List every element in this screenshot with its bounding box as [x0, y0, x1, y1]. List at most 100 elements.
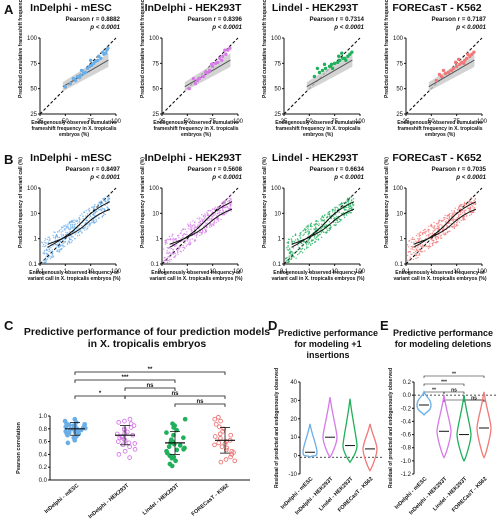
data-point: [46, 249, 48, 251]
pearson-r: Pearson r = 0.8396: [154, 16, 242, 24]
data-point: [88, 223, 90, 226]
data-point: [195, 78, 200, 83]
data-point: [232, 458, 238, 464]
data-point: [314, 241, 316, 243]
data-point: [50, 255, 52, 258]
data-point: [78, 220, 81, 222]
data-point: [318, 224, 320, 227]
data-point: [54, 239, 56, 242]
data-point: [223, 203, 226, 205]
data-point: [314, 237, 316, 240]
p-value: p < 0.0001: [212, 23, 242, 31]
data-point: [62, 226, 64, 228]
data-point: [340, 202, 343, 204]
data-point: [97, 217, 100, 220]
data-point: [221, 201, 224, 203]
data-point: [230, 197, 232, 200]
data-point: [71, 235, 73, 237]
data-point: [62, 230, 64, 232]
y-tick-label: -0.8: [401, 446, 412, 452]
data-point: [202, 225, 205, 228]
data-point: [328, 228, 330, 230]
data-point: [167, 259, 169, 262]
data-point: [187, 227, 189, 230]
scatter-plot: 0.1 1 10 100 0.1 1 10 100: [393, 186, 488, 275]
data-point: [333, 224, 335, 226]
data-point: [323, 225, 326, 227]
data-point: [187, 223, 189, 225]
data-point: [294, 239, 297, 241]
data-point: [320, 218, 322, 220]
significance-bracket: [423, 375, 485, 378]
y-tick-label: 0.4: [39, 452, 48, 458]
data-point: [425, 245, 427, 247]
x-axis-label: Endogenously observed frequency of varia…: [271, 270, 365, 282]
data-point: [346, 199, 348, 201]
data-point: [182, 244, 185, 247]
data-point: [437, 228, 440, 230]
data-point: [62, 418, 68, 424]
data-point: [71, 236, 73, 238]
data-point: [64, 241, 66, 244]
data-point: [76, 222, 79, 225]
data-point: [65, 227, 68, 229]
data-point: [302, 234, 304, 237]
violin: [416, 390, 432, 417]
pearson-r-value: 0.7314: [345, 16, 364, 23]
data-point: [172, 253, 174, 255]
data-point: [184, 233, 187, 236]
pearson-stat: Pearson r = 0.8396 p < 0.0001: [154, 16, 242, 31]
x-axis-label: Endogenously observed cumulative framesh…: [275, 120, 361, 138]
data-point: [343, 216, 346, 219]
y-tick-label: 0.1: [29, 262, 38, 268]
x-tick-label: InDelphi - HEK293T: [408, 476, 449, 517]
data-point: [287, 242, 289, 244]
data-point: [301, 247, 304, 250]
x-tick-label: 0.1: [280, 269, 289, 275]
data-point: [299, 232, 301, 235]
data-point: [430, 225, 432, 227]
data-point: [63, 238, 65, 240]
data-point: [350, 196, 352, 198]
data-point: [410, 245, 412, 248]
x-tick-label: InDelphi - HEK293T: [294, 476, 335, 517]
data-point: [321, 216, 323, 218]
data-point: [329, 62, 334, 67]
x-tick-label: 75: [331, 119, 338, 125]
data-point: [349, 204, 351, 206]
data-point: [92, 213, 95, 215]
data-point: [201, 229, 204, 231]
data-point: [43, 251, 45, 253]
data-point: [217, 217, 220, 220]
data-point: [434, 78, 439, 83]
data-point: [299, 248, 301, 250]
data-point: [299, 235, 301, 237]
data-point: [51, 252, 54, 255]
data-point: [93, 214, 96, 216]
data-point: [54, 243, 56, 246]
data-point: [291, 252, 293, 254]
pearson-stat: Pearson r = 0.6634 p < 0.0001: [276, 166, 364, 181]
data-point: [212, 208, 214, 210]
data-point: [471, 204, 473, 207]
data-point: [308, 230, 310, 233]
data-point: [204, 217, 206, 219]
scatter-plot: 25 50 75 100 25 50 75 100: [27, 36, 122, 125]
data-point: [336, 207, 339, 209]
data-point: [428, 244, 430, 247]
data-point: [458, 206, 460, 208]
data-point: [49, 238, 51, 240]
data-point: [435, 227, 438, 230]
data-point: [296, 250, 298, 253]
data-point: [306, 225, 309, 227]
data-point: [91, 206, 93, 209]
data-point: [287, 246, 289, 248]
data-point: [410, 238, 413, 240]
data-point: [85, 219, 88, 221]
data-point: [439, 235, 442, 237]
data-point: [329, 210, 331, 212]
data-point: [189, 224, 191, 226]
x-tick-label: 75: [453, 119, 460, 125]
data-point: [343, 202, 345, 204]
